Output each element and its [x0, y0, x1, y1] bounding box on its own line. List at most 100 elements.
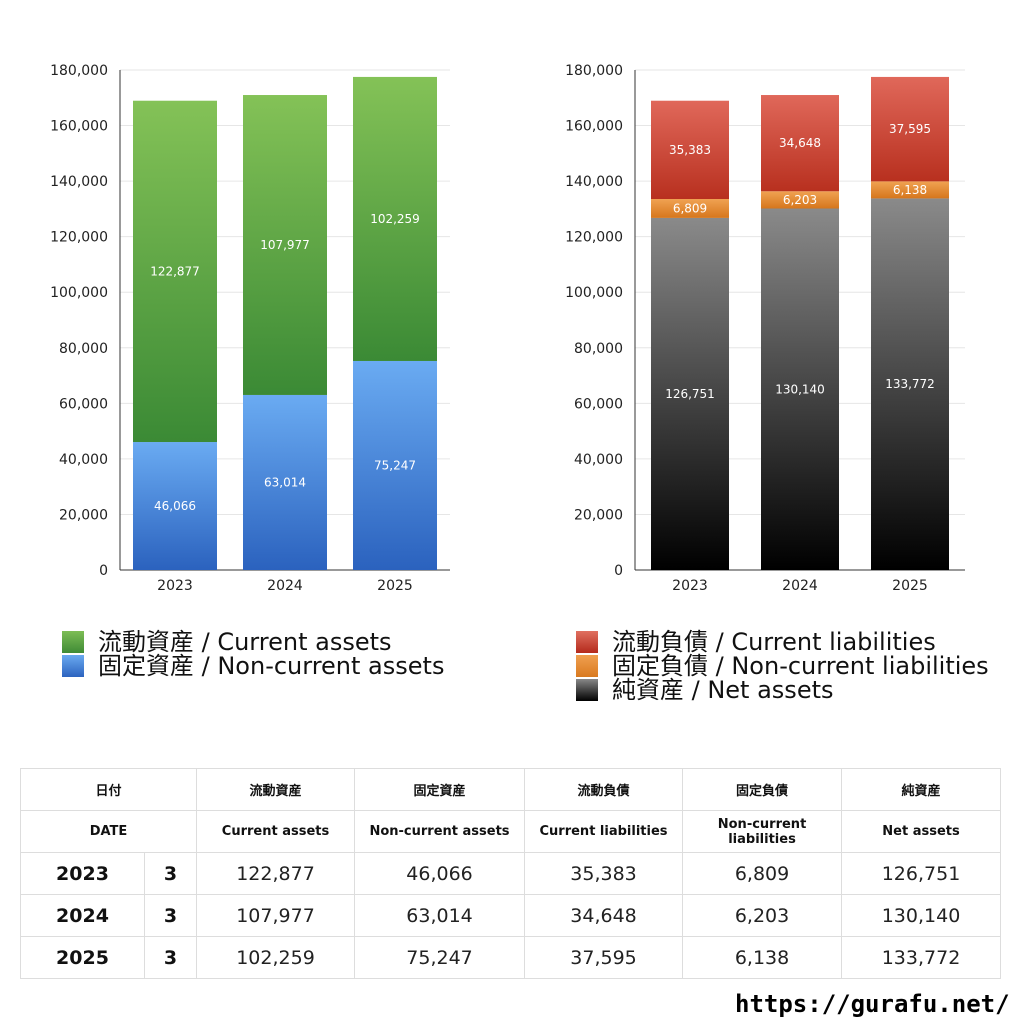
month-cell: 3: [143, 894, 198, 937]
bar-value-label: 37,595: [889, 122, 931, 136]
bar-segment: [353, 360, 437, 570]
bar-segment: [761, 191, 839, 209]
y-tick-label: 140,000: [565, 174, 623, 190]
table-header-cell: 固定負債: [682, 768, 843, 811]
value-cell: 133,772: [841, 936, 1002, 979]
x-tick-label: 2023: [157, 578, 193, 594]
y-tick-label: 160,000: [50, 119, 108, 135]
bar-segment: [871, 198, 949, 570]
table-header-cell: 流動資産: [196, 768, 356, 811]
bar-value-label: 6,203: [783, 193, 817, 207]
bar-value-label: 75,247: [374, 458, 416, 472]
assets-legend: 流動資産 / Current assets 固定資産 / Non-current …: [62, 630, 444, 678]
x-tick-label: 2024: [782, 578, 818, 594]
legend-label: 純資産 / Net assets: [612, 676, 834, 704]
y-tick-label: 160,000: [565, 119, 623, 135]
legend-label: 固定資産 / Non-current assets: [98, 652, 445, 680]
legend-swatch: [62, 655, 84, 677]
value-cell: 75,247: [354, 936, 526, 979]
bar-value-label: 126,751: [665, 387, 715, 401]
y-tick-label: 20,000: [574, 507, 623, 523]
y-tick-label: 140,000: [50, 174, 108, 190]
y-tick-label: 40,000: [59, 452, 108, 468]
value-cell: 37,595: [524, 936, 684, 979]
y-tick-label: 180,000: [565, 63, 623, 79]
bar-value-label: 35,383: [669, 143, 711, 157]
legend-swatch: [576, 679, 598, 701]
table-header-cell: Net assets: [841, 810, 1002, 853]
x-tick-label: 2025: [377, 578, 413, 594]
site-url: https://gurafu.net/: [735, 990, 1010, 1018]
bar-segment: [243, 95, 327, 395]
bar-segment: [133, 442, 217, 570]
year-cell: 2025: [20, 936, 145, 979]
y-tick-label: 80,000: [59, 341, 108, 357]
y-tick-label: 0: [614, 563, 623, 579]
bar-value-label: 6,809: [673, 201, 707, 215]
bar-segment: [871, 181, 949, 199]
y-tick-label: 0: [99, 563, 108, 579]
y-tick-label: 60,000: [59, 396, 108, 412]
value-cell: 107,977: [196, 894, 356, 937]
legend-swatch: [62, 631, 84, 653]
value-cell: 63,014: [354, 894, 526, 937]
month-cell: 3: [143, 852, 198, 895]
value-cell: 6,809: [682, 852, 843, 895]
liabilities-legend: 流動負債 / Current liabilities 固定負債 / Non-cur…: [576, 630, 989, 702]
legend-label: 流動資産 / Current assets: [98, 628, 392, 656]
value-cell: 6,138: [682, 936, 843, 979]
value-cell: 34,648: [524, 894, 684, 937]
assets-chart: 0 20,000 40,000 60,000 80,000 100,000 120,000 1…: [50, 63, 450, 594]
x-tick-label: 2023: [672, 578, 708, 594]
legend-item: 流動負債 / Current liabilities: [576, 630, 989, 654]
y-tick-label: 80,000: [574, 341, 623, 357]
bar-segment: [651, 199, 729, 218]
bar-value-label: 107,977: [260, 238, 310, 252]
table-row: 2025 3 102,259 75,247 37,595 6,138 133,7…: [20, 936, 1002, 979]
y-tick-label: 100,000: [565, 285, 623, 301]
bar-value-label: 130,140: [775, 382, 825, 396]
legend-item: 固定資産 / Non-current assets: [62, 654, 444, 678]
y-tick-label: 120,000: [50, 230, 108, 246]
value-cell: 126,751: [841, 852, 1002, 895]
y-tick-label: 120,000: [565, 230, 623, 246]
y-tick-label: 40,000: [574, 452, 623, 468]
table-header-cell: 固定資産: [354, 768, 526, 811]
table-header-cell: 純資産: [841, 768, 1002, 811]
value-cell: 122,877: [196, 852, 356, 895]
bar-segment: [243, 394, 327, 570]
table-header-cell: Current assets: [196, 810, 356, 853]
legend-label: 流動負債 / Current liabilities: [612, 628, 936, 656]
table-row: 2023 3 122,877 46,066 35,383 6,809 126,7…: [20, 852, 1002, 895]
table-header-cell: 日付: [19, 768, 198, 811]
y-tick-label: 60,000: [574, 396, 623, 412]
table-row: 2024 3 107,977 63,014 34,648 6,203 130,1…: [20, 894, 1002, 937]
bar-value-label: 46,066: [154, 499, 196, 513]
bar-value-label: 102,259: [370, 212, 420, 226]
x-tick-label: 2024: [267, 578, 303, 594]
bar-segment: [871, 76, 949, 182]
month-cell: 3: [143, 936, 198, 979]
value-cell: 130,140: [841, 894, 1002, 937]
bar-segment: [651, 217, 729, 571]
x-tick-label: 2025: [892, 578, 928, 594]
bar-value-label: 133,772: [885, 377, 935, 391]
table-header-cell: Current liabilities: [524, 810, 684, 853]
value-cell: 6,203: [682, 894, 843, 937]
bar-segment: [761, 208, 839, 570]
value-cell: 102,259: [196, 936, 356, 979]
table-header-cell: 流動負債: [524, 768, 684, 811]
table-header-cell: DATE: [19, 810, 198, 853]
y-tick-label: 20,000: [59, 507, 108, 523]
bar-value-label: 34,648: [779, 136, 821, 150]
table-header-row-en: DATE Current assets Non-current assets C…: [19, 810, 1002, 853]
year-cell: 2023: [20, 852, 145, 895]
bar-segment: [353, 76, 437, 361]
y-tick-label: 180,000: [50, 63, 108, 79]
financial-table: 日付 流動資産 固定資産 流動負債 固定負債 純資産 DATE Current …: [19, 768, 1002, 979]
value-cell: 46,066: [354, 852, 526, 895]
bar-value-label: 63,014: [264, 475, 306, 489]
bar-segment: [133, 100, 217, 443]
bar-segment: [651, 100, 729, 199]
